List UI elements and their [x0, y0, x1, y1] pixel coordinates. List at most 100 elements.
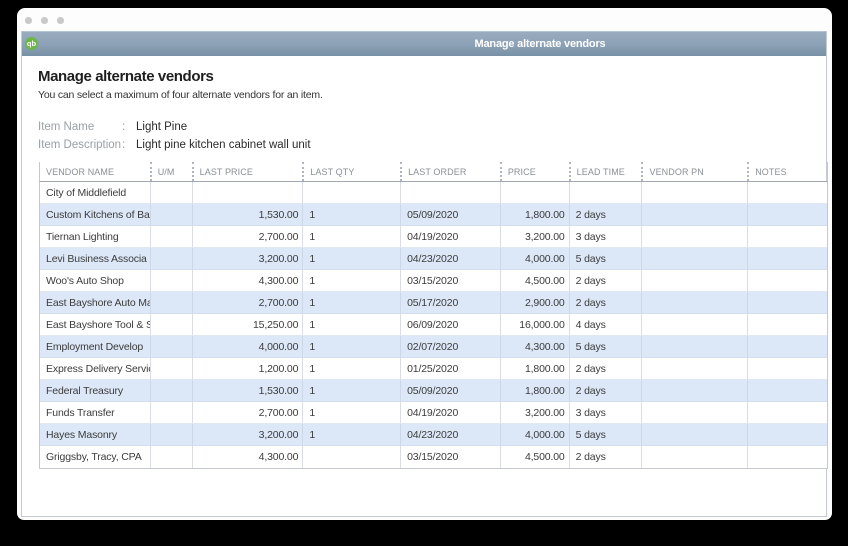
cell-notes[interactable]	[747, 358, 827, 379]
cell-notes[interactable]	[747, 314, 827, 335]
cell-vendor-pn[interactable]	[641, 446, 747, 468]
cell-last-price[interactable]: 1,530.00	[191, 380, 303, 401]
cell-um[interactable]	[149, 182, 192, 203]
cell-last-price[interactable]: 4,300.00	[191, 446, 303, 468]
cell-price[interactable]: 4,500.00	[499, 270, 569, 291]
cell-last-qty[interactable]: 1	[302, 358, 400, 379]
cell-last-order[interactable]: 06/09/2020	[400, 314, 500, 335]
cell-vendor-name[interactable]: Federal Treasury	[46, 384, 123, 397]
cell-vendor-name[interactable]: East Bayshore Tool & S	[46, 318, 150, 331]
column-header-um[interactable]: U/M	[149, 162, 192, 181]
cell-lead-time[interactable]: 4 days	[568, 314, 642, 335]
cell-um[interactable]	[149, 204, 192, 225]
cell-last-order[interactable]: 03/15/2020	[400, 446, 500, 468]
cell-notes[interactable]	[747, 204, 827, 225]
cell-last-order[interactable]: 04/23/2020	[400, 424, 500, 445]
cell-last-order[interactable]: 01/25/2020	[400, 358, 500, 379]
cell-lead-time[interactable]: 5 days	[568, 424, 642, 445]
cell-price[interactable]: 4,000.00	[499, 248, 569, 269]
cell-last-price[interactable]: 1,530.00	[191, 204, 303, 225]
cell-vendor-name[interactable]: Funds Transfer	[46, 406, 115, 419]
cell-last-qty[interactable]: 1	[302, 336, 400, 357]
table-row[interactable]: Federal Treasury 1,530.00 1 05/09/2020 1,800…	[40, 380, 827, 402]
window-zoom-button[interactable]	[57, 17, 64, 24]
cell-last-order[interactable]: 03/15/2020	[400, 270, 500, 291]
table-row[interactable]: Griggsby, Tracy, CPA 4,300.00 03/15/2020 4,…	[40, 446, 827, 468]
cell-last-price[interactable]: 2,700.00	[191, 402, 303, 423]
cell-last-order[interactable]: 04/19/2020	[400, 226, 500, 247]
cell-price[interactable]: 4,500.00	[499, 446, 569, 468]
cell-vendor-name[interactable]: Hayes Masonry	[46, 428, 117, 441]
cell-last-order[interactable]	[400, 182, 500, 203]
cell-notes[interactable]	[747, 380, 827, 401]
cell-price[interactable]: 1,800.00	[499, 204, 569, 225]
cell-price[interactable]: 16,000.00	[499, 314, 569, 335]
cell-last-qty[interactable]: 1	[302, 292, 400, 313]
cell-vendor-name[interactable]: City of Middlefield	[46, 186, 127, 199]
dialog-titlebar[interactable]: qb Manage alternate vendors	[22, 31, 826, 56]
cell-lead-time[interactable]: 5 days	[568, 336, 642, 357]
column-header-vendor-pn[interactable]: VENDOR PN	[641, 162, 747, 181]
table-row[interactable]: East Bayshore Auto Ma 2,700.00 1 05/17/2020…	[40, 292, 827, 314]
cell-price[interactable]: 3,200.00	[499, 402, 569, 423]
cell-vendor-pn[interactable]	[641, 292, 747, 313]
cell-last-order[interactable]: 04/23/2020	[400, 248, 500, 269]
cell-last-price[interactable]	[191, 182, 303, 203]
cell-vendor-name[interactable]: Griggsby, Tracy, CPA	[46, 451, 142, 463]
cell-notes[interactable]	[747, 424, 827, 445]
cell-last-price[interactable]: 4,300.00	[191, 270, 303, 291]
cell-notes[interactable]	[747, 248, 827, 269]
cell-vendor-pn[interactable]	[641, 336, 747, 357]
cell-um[interactable]	[149, 424, 192, 445]
table-row[interactable]: East Bayshore Tool & S 15,250.00 1 06/09/20…	[40, 314, 827, 336]
cell-last-qty[interactable]: 1	[302, 380, 400, 401]
cell-um[interactable]	[149, 446, 192, 468]
cell-vendor-pn[interactable]	[641, 380, 747, 401]
column-header-price[interactable]: PRICE	[499, 162, 569, 181]
cell-last-qty[interactable]: 1	[302, 204, 400, 225]
cell-last-qty[interactable]	[302, 182, 400, 203]
cell-price[interactable]: 1,800.00	[499, 380, 569, 401]
cell-vendor-pn[interactable]	[641, 226, 747, 247]
cell-vendor-name[interactable]: Woo's Auto Shop	[46, 274, 124, 287]
cell-last-qty[interactable]	[302, 446, 400, 468]
cell-um[interactable]	[149, 248, 192, 269]
cell-last-qty[interactable]: 1	[302, 226, 400, 247]
cell-um[interactable]	[149, 358, 192, 379]
table-row[interactable]: Custom Kitchens of Ba 1,530.00 1 05/09/2020…	[40, 204, 827, 226]
cell-last-qty[interactable]: 1	[302, 402, 400, 423]
cell-vendor-name[interactable]: Levi Business Associa	[46, 252, 147, 265]
table-row[interactable]: Employment Develop 4,000.00 1 02/07/2020 4,3…	[40, 336, 827, 358]
cell-lead-time[interactable]: 2 days	[568, 446, 642, 468]
cell-last-price[interactable]: 15,250.00	[191, 314, 303, 335]
cell-last-qty[interactable]: 1	[302, 314, 400, 335]
cell-last-qty[interactable]: 1	[302, 270, 400, 291]
cell-um[interactable]	[149, 314, 192, 335]
cell-last-price[interactable]: 3,200.00	[191, 424, 303, 445]
cell-lead-time[interactable]	[568, 182, 642, 203]
cell-vendor-pn[interactable]	[641, 424, 747, 445]
cell-lead-time[interactable]: 2 days	[568, 358, 642, 379]
cell-vendor-pn[interactable]	[641, 358, 747, 379]
cell-lead-time[interactable]: 2 days	[568, 380, 642, 401]
cell-last-price[interactable]: 3,200.00	[191, 248, 303, 269]
cell-last-order[interactable]: 05/09/2020	[400, 204, 500, 225]
cell-um[interactable]	[149, 270, 192, 291]
cell-last-order[interactable]: 02/07/2020	[400, 336, 500, 357]
cell-um[interactable]	[149, 226, 192, 247]
cell-last-price[interactable]: 2,700.00	[191, 226, 303, 247]
table-row[interactable]: Express Delivery Servic 1,200.00 1 01/25/20…	[40, 358, 827, 380]
cell-notes[interactable]	[747, 292, 827, 313]
cell-last-price[interactable]: 4,000.00	[191, 336, 303, 357]
cell-vendor-name[interactable]: Express Delivery Servic	[46, 362, 150, 375]
table-row[interactable]: City of Middlefield	[40, 182, 827, 204]
cell-vendor-pn[interactable]	[641, 248, 747, 269]
cell-lead-time[interactable]: 3 days	[568, 226, 642, 247]
cell-last-price[interactable]: 1,200.00	[191, 358, 303, 379]
table-row[interactable]: Funds Transfer 2,700.00 1 04/19/2020 3,200.0…	[40, 402, 827, 424]
cell-notes[interactable]	[747, 270, 827, 291]
cell-vendor-pn[interactable]	[641, 402, 747, 423]
cell-last-qty[interactable]: 1	[302, 248, 400, 269]
cell-vendor-pn[interactable]	[641, 204, 747, 225]
cell-vendor-pn[interactable]	[641, 270, 747, 291]
